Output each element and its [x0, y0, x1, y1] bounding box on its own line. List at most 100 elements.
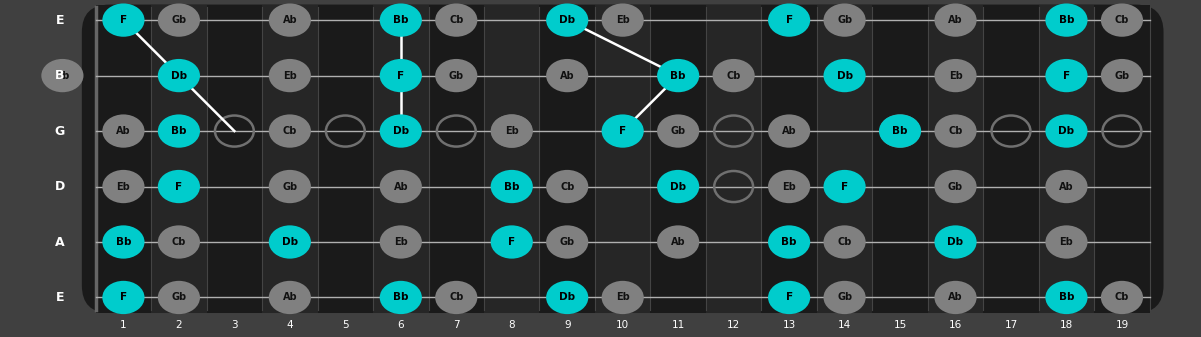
Ellipse shape [157, 115, 201, 148]
Ellipse shape [767, 115, 811, 148]
Ellipse shape [546, 225, 588, 258]
Text: Db: Db [560, 15, 575, 25]
Ellipse shape [824, 281, 866, 314]
Text: Db: Db [670, 182, 686, 191]
Bar [429, 5, 484, 313]
Text: 8: 8 [508, 320, 515, 330]
Text: Bb: Bb [892, 126, 908, 136]
Ellipse shape [102, 170, 144, 203]
Text: Ab: Ab [116, 126, 131, 136]
Text: 7: 7 [453, 320, 460, 330]
Text: Cb: Cb [282, 126, 297, 136]
Text: B: B [55, 69, 65, 82]
Bar [817, 5, 872, 313]
Text: 5: 5 [342, 320, 348, 330]
Text: 3: 3 [231, 320, 238, 330]
Ellipse shape [491, 225, 533, 258]
Text: Db: Db [282, 237, 298, 247]
Ellipse shape [157, 3, 201, 37]
Ellipse shape [657, 115, 699, 148]
Bar [151, 5, 207, 313]
Text: Cb: Cb [1115, 293, 1129, 303]
Text: 19: 19 [1116, 320, 1129, 330]
Text: Ab: Ab [282, 293, 297, 303]
Bar [1039, 5, 1094, 313]
Text: Gb: Gb [172, 293, 186, 303]
Text: Gb: Gb [449, 70, 464, 81]
Text: 16: 16 [949, 320, 962, 330]
Text: F: F [620, 126, 626, 136]
Text: Eb: Eb [616, 15, 629, 25]
Ellipse shape [712, 59, 754, 92]
Text: Cb: Cb [55, 70, 70, 81]
Text: 4: 4 [287, 320, 293, 330]
Ellipse shape [1045, 3, 1088, 37]
Ellipse shape [491, 115, 533, 148]
Text: Ab: Ab [949, 293, 963, 303]
Bar [761, 5, 817, 313]
Text: 2: 2 [175, 320, 183, 330]
Text: Eb: Eb [782, 182, 796, 191]
Ellipse shape [767, 281, 811, 314]
Text: F: F [508, 237, 515, 247]
Bar [262, 5, 317, 313]
Text: 9: 9 [564, 320, 570, 330]
Ellipse shape [269, 115, 311, 148]
Ellipse shape [491, 170, 533, 203]
Ellipse shape [102, 281, 144, 314]
Ellipse shape [380, 225, 422, 258]
Ellipse shape [1045, 170, 1088, 203]
Ellipse shape [157, 281, 201, 314]
Text: Cb: Cb [449, 293, 464, 303]
Text: D: D [54, 180, 65, 193]
Text: Ab: Ab [1059, 182, 1074, 191]
Ellipse shape [1045, 281, 1088, 314]
Text: Cb: Cb [949, 126, 963, 136]
Ellipse shape [1101, 3, 1143, 37]
Text: Cb: Cb [560, 182, 574, 191]
Ellipse shape [657, 170, 699, 203]
Text: Ab: Ab [782, 126, 796, 136]
Bar [651, 5, 706, 313]
Text: Eb: Eb [616, 293, 629, 303]
Ellipse shape [546, 3, 588, 37]
Text: 10: 10 [616, 320, 629, 330]
Text: F: F [175, 182, 183, 191]
Ellipse shape [380, 170, 422, 203]
Text: 15: 15 [894, 320, 907, 330]
Ellipse shape [1045, 225, 1088, 258]
Bar [594, 5, 651, 313]
Ellipse shape [380, 281, 422, 314]
Bar [539, 5, 594, 313]
Ellipse shape [1101, 59, 1143, 92]
Ellipse shape [546, 281, 588, 314]
Ellipse shape [824, 170, 866, 203]
Text: Cb: Cb [837, 237, 852, 247]
Text: Ab: Ab [282, 15, 297, 25]
Ellipse shape [767, 225, 811, 258]
Text: Gb: Gb [670, 126, 686, 136]
Ellipse shape [934, 225, 976, 258]
Text: Ab: Ab [394, 182, 408, 191]
Text: F: F [398, 70, 405, 81]
Text: Ab: Ab [560, 70, 574, 81]
Text: E: E [55, 291, 64, 304]
Text: Bb: Bb [1059, 293, 1074, 303]
Text: F: F [785, 15, 793, 25]
Text: G: G [54, 125, 65, 137]
Ellipse shape [934, 59, 976, 92]
Ellipse shape [824, 59, 866, 92]
Ellipse shape [767, 3, 811, 37]
Ellipse shape [269, 3, 311, 37]
Text: Eb: Eb [116, 182, 130, 191]
Text: Gb: Gb [837, 15, 853, 25]
Ellipse shape [657, 59, 699, 92]
Text: F: F [841, 182, 848, 191]
Ellipse shape [269, 170, 311, 203]
Text: Bb: Bb [393, 293, 408, 303]
Ellipse shape [767, 170, 811, 203]
Ellipse shape [380, 3, 422, 37]
Text: Db: Db [1058, 126, 1075, 136]
Text: Db: Db [837, 70, 853, 81]
Text: Gb: Gb [560, 237, 575, 247]
